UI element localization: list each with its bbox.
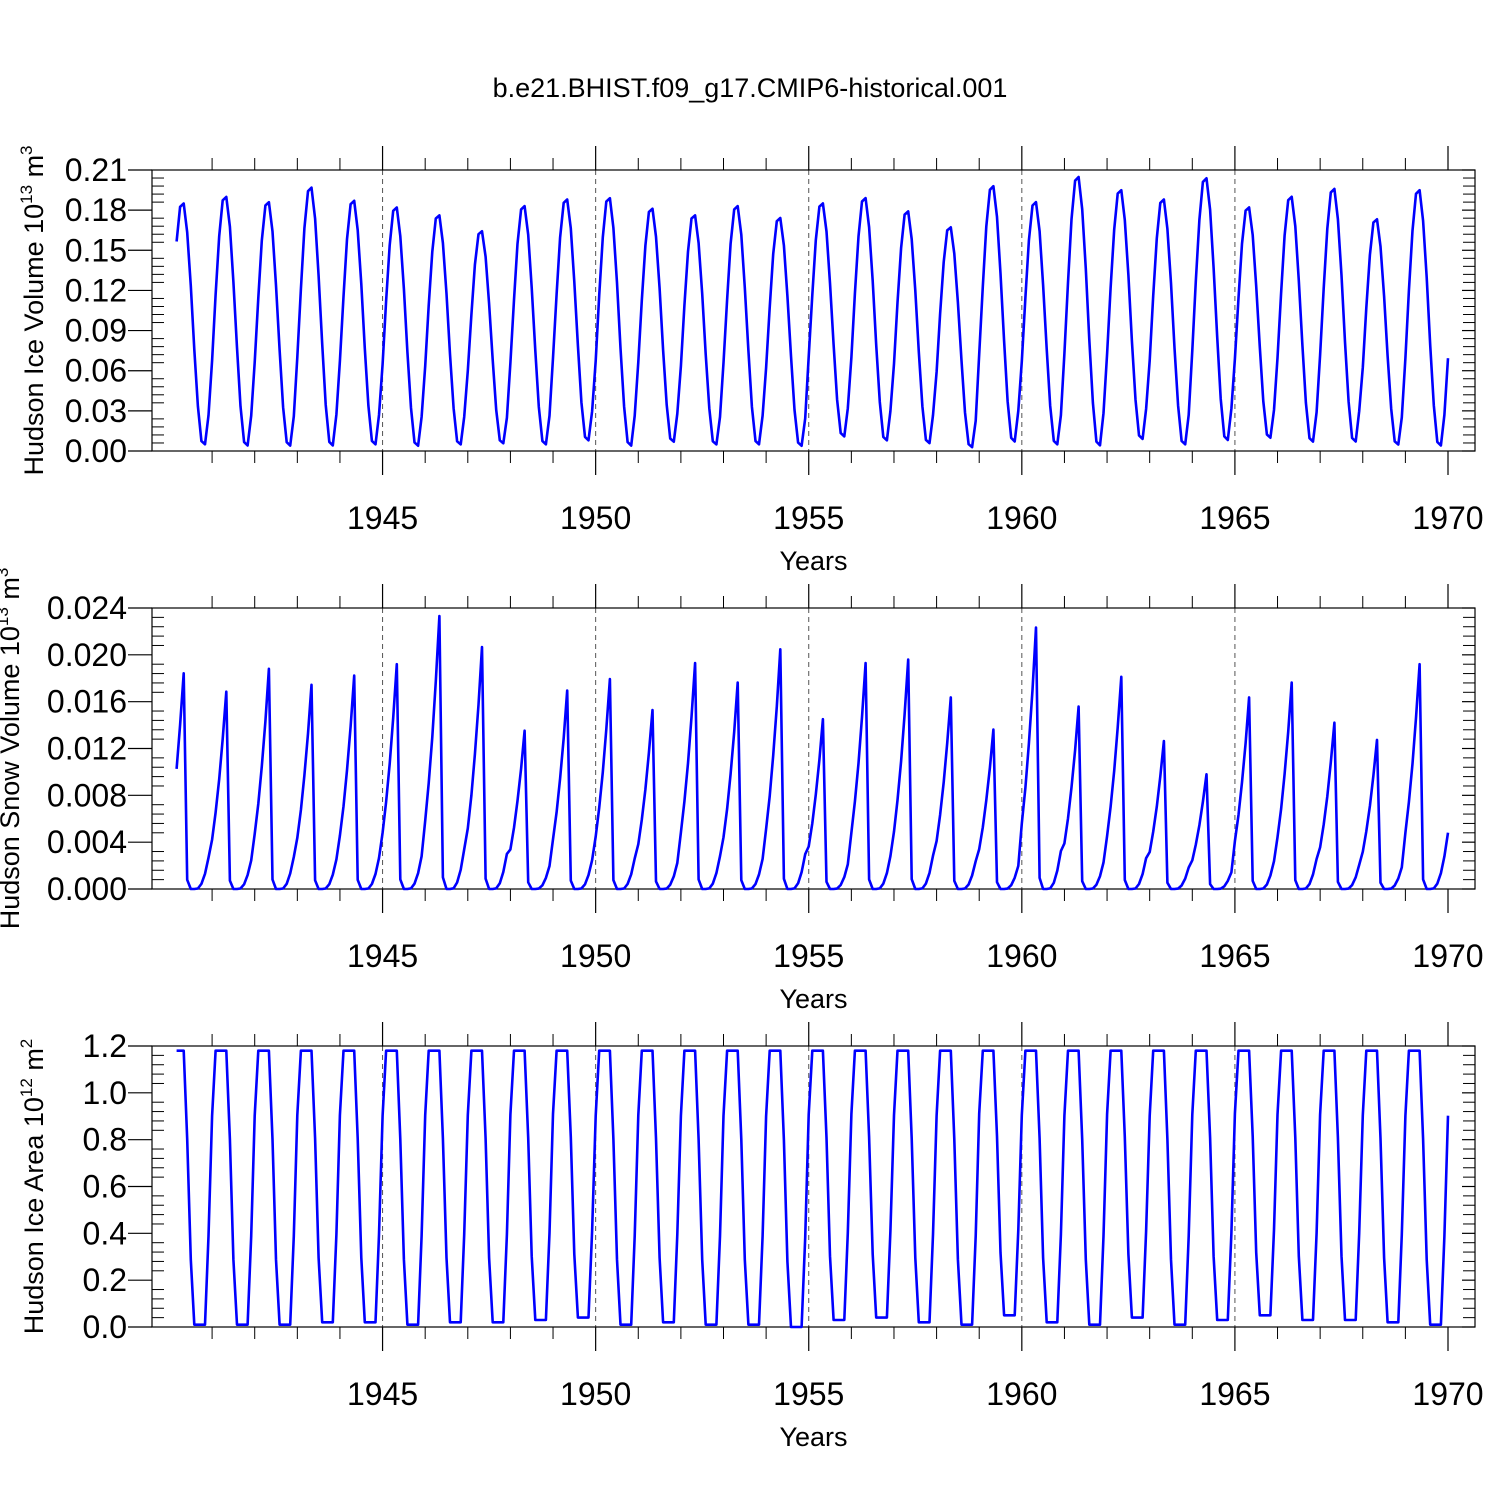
- y-axis-label-exp: 12: [17, 1078, 36, 1097]
- x-tick-label: 1965: [1199, 938, 1270, 974]
- y-axis-label: Hudson Snow Volume 1013 m3: [0, 568, 25, 930]
- y-tick-label: 1.0: [83, 1075, 127, 1111]
- y-tick-label: 0.6: [83, 1169, 127, 1205]
- y-tick-label: 0.024: [47, 590, 127, 626]
- panel-snow-volume: 0.000 0.004 0.008 0.012 0.016 0.020 0.024 1945 1…: [0, 568, 1484, 1014]
- y-axis-label-unit: m: [0, 577, 25, 607]
- x-tick-label: 1955: [773, 1376, 844, 1412]
- y-tick-label: 0.012: [47, 731, 127, 767]
- x-tick-label: 1965: [1199, 1376, 1270, 1412]
- x-tick-label: 1950: [560, 1376, 631, 1412]
- panel-ice-area: 0.0 0.2 0.4 0.6 0.8 1.0 1.2 1945 1950 1955 1960 196…: [17, 1022, 1484, 1452]
- x-tick-label: 1970: [1412, 1376, 1483, 1412]
- y-tick-label: 1.2: [83, 1028, 127, 1064]
- x-axis-label: Years: [779, 546, 847, 576]
- y-tick-label: 0.000: [47, 871, 127, 907]
- x-tick-label: 1950: [560, 500, 631, 536]
- x-tick-label: 1965: [1199, 500, 1270, 536]
- y-axis-label-exp: 13: [17, 185, 36, 204]
- y-tick-label: 0.18: [65, 192, 127, 228]
- y-tick-label: 0.21: [65, 152, 127, 188]
- y-axis-label: Hudson Ice Area 1012 m2: [17, 1039, 49, 1335]
- x-tick-label: 1950: [560, 938, 631, 974]
- y-tick-label: 0.008: [47, 777, 127, 813]
- y-axis-label-unit-exp: 3: [0, 568, 12, 577]
- y-axis-label-unit-exp: 3: [17, 145, 36, 154]
- figure-title: b.e21.BHIST.f09_g17.CMIP6-historical.001: [493, 73, 1008, 103]
- x-tick-label: 1955: [773, 938, 844, 974]
- y-axis-label-unit: m: [19, 155, 49, 185]
- x-tick-label: 1960: [986, 938, 1057, 974]
- x-tick-label: 1945: [347, 500, 418, 536]
- panel-ice-volume: 0.00 0.03 0.06 0.09 0.12 0.15 0.18 0.21 1945 1950…: [17, 145, 1484, 576]
- y-tick-label: 0.4: [83, 1215, 127, 1251]
- y-tick-label: 0.15: [65, 232, 127, 268]
- x-tick-label: 1955: [773, 500, 844, 536]
- y-tick-label: 0.004: [47, 824, 127, 860]
- x-tick-label: 1960: [986, 500, 1057, 536]
- series-line: [176, 1049, 1450, 1329]
- y-axis-label-text: Hudson Ice Volume 10: [19, 204, 49, 476]
- y-axis-label-exp: 13: [0, 607, 12, 626]
- y-tick-label: 0.020: [47, 637, 127, 673]
- x-axis-label: Years: [779, 984, 847, 1014]
- x-tick-label: 1945: [347, 1376, 418, 1412]
- x-tick-label: 1970: [1412, 938, 1483, 974]
- y-tick-label: 0.03: [65, 393, 127, 429]
- y-tick-label: 0.8: [83, 1122, 127, 1158]
- y-axis-label-unit: m: [19, 1048, 49, 1078]
- y-tick-label: 0.0: [83, 1309, 127, 1345]
- y-axis-label-text: Hudson Ice Area 10: [19, 1097, 49, 1334]
- x-tick-label: 1945: [347, 938, 418, 974]
- series-line: [175, 614, 1450, 891]
- y-tick-label: 0.00: [65, 433, 127, 469]
- y-tick-label: 0.12: [65, 272, 127, 308]
- x-tick-label: 1970: [1412, 500, 1483, 536]
- y-axis-label: Hudson Ice Volume 1013 m3: [17, 145, 49, 475]
- y-tick-label: 0.016: [47, 684, 127, 720]
- y-tick-label: 0.2: [83, 1262, 127, 1298]
- y-axis-label-unit-exp: 2: [17, 1039, 36, 1048]
- series-line: [175, 175, 1450, 449]
- y-tick-label: 0.06: [65, 353, 127, 389]
- plot-frame: [151, 169, 1476, 452]
- y-tick-label: 0.09: [65, 313, 127, 349]
- y-axis-label-text: Hudson Snow Volume 10: [0, 626, 25, 929]
- x-axis-label: Years: [779, 1422, 847, 1452]
- x-tick-label: 1960: [986, 1376, 1057, 1412]
